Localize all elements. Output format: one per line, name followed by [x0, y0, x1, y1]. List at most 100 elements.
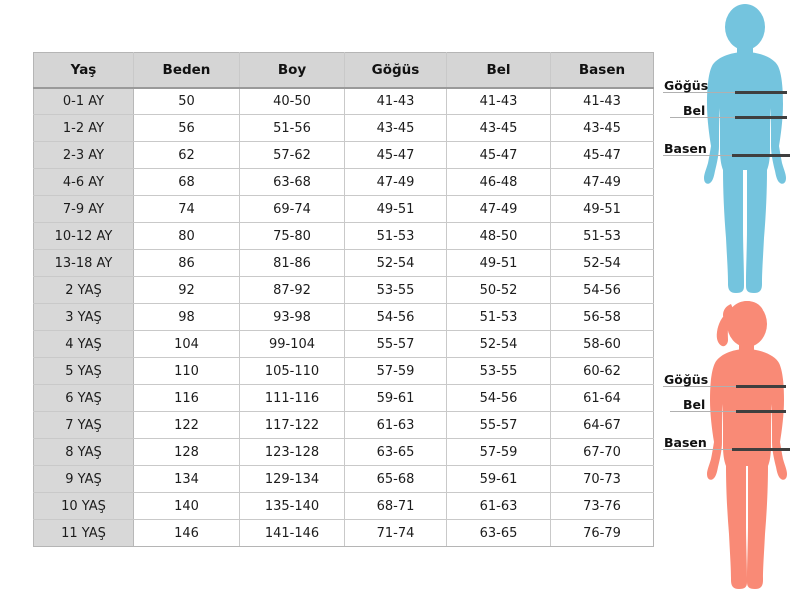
table-body: 0-1 AY 50 40-50 41-43 41-43 41-43 1-2 AY 56 51-5…	[33, 87, 654, 547]
cell-value: 57-59	[344, 357, 447, 385]
cell-value: 41-43	[550, 87, 654, 115]
table-row: 6 YAŞ 116 111-116 59-61 54-56 61-64	[33, 384, 654, 412]
cell-value: 40-50	[239, 87, 345, 115]
size-chart-table-container: Yaş Beden Boy Göğüs Bel Basen 0-1 AY 50 40…	[33, 52, 654, 547]
cell-value: 63-65	[446, 519, 551, 547]
column-header-basen: Basen	[550, 52, 654, 89]
chest-label: Göğüs	[664, 78, 709, 93]
chest-rule-line	[663, 386, 738, 387]
cell-age: 3 YAŞ	[33, 303, 134, 331]
cell-age: 8 YAŞ	[33, 438, 134, 466]
girl-figure-block: Göğüs Bel Basen	[660, 294, 800, 593]
cell-value: 62	[133, 141, 240, 169]
waist-measure-bar	[735, 116, 787, 119]
cell-value: 80	[133, 222, 240, 250]
table-row: 10-12 AY 80 75-80 51-53 48-50 51-53	[33, 222, 654, 250]
table-row: 2-3 AY 62 57-62 45-47 45-47 45-47	[33, 141, 654, 169]
hip-label: Basen	[664, 435, 707, 450]
cell-value: 105-110	[239, 357, 345, 385]
cell-value: 117-122	[239, 411, 345, 439]
cell-age: 2 YAŞ	[33, 276, 134, 304]
hip-label: Basen	[664, 141, 707, 156]
cell-age: 13-18 AY	[33, 249, 134, 277]
cell-value: 86	[133, 249, 240, 277]
size-chart-table: Yaş Beden Boy Göğüs Bel Basen 0-1 AY 50 40…	[33, 52, 654, 547]
cell-value: 61-63	[446, 492, 551, 520]
cell-value: 134	[133, 465, 240, 493]
cell-value: 51-53	[446, 303, 551, 331]
cell-value: 49-51	[446, 249, 551, 277]
cell-value: 87-92	[239, 276, 345, 304]
cell-value: 98	[133, 303, 240, 331]
cell-value: 45-47	[344, 141, 447, 169]
column-header-beden: Beden	[133, 52, 240, 89]
cell-value: 50-52	[446, 276, 551, 304]
cell-value: 70-73	[550, 465, 654, 493]
hip-rule-line	[663, 155, 735, 156]
cell-value: 61-63	[344, 411, 447, 439]
cell-value: 111-116	[239, 384, 345, 412]
table-header-row: Yaş Beden Boy Göğüs Bel Basen	[33, 52, 654, 89]
cell-value: 53-55	[446, 357, 551, 385]
table-row: 4-6 AY 68 63-68 47-49 46-48 47-49	[33, 168, 654, 196]
cell-value: 63-68	[239, 168, 345, 196]
cell-value: 55-57	[344, 330, 447, 358]
cell-value: 57-59	[446, 438, 551, 466]
waist-label: Bel	[683, 103, 706, 118]
cell-value: 110	[133, 357, 240, 385]
cell-value: 116	[133, 384, 240, 412]
column-header-gogus: Göğüs	[344, 52, 447, 89]
cell-value: 56	[133, 114, 240, 142]
cell-value: 67-70	[550, 438, 654, 466]
column-header-bel: Bel	[446, 52, 551, 89]
hip-rule-line	[663, 449, 735, 450]
cell-value: 54-56	[446, 384, 551, 412]
cell-age: 10-12 AY	[33, 222, 134, 250]
cell-value: 43-45	[446, 114, 551, 142]
cell-value: 146	[133, 519, 240, 547]
cell-value: 64-67	[550, 411, 654, 439]
cell-value: 51-53	[344, 222, 447, 250]
table-row: 1-2 AY 56 51-56 43-45 43-45 43-45	[33, 114, 654, 142]
table-row: 3 YAŞ 98 93-98 54-56 51-53 56-58	[33, 303, 654, 331]
hip-measure-bar	[732, 154, 790, 157]
cell-value: 57-62	[239, 141, 345, 169]
cell-age: 9 YAŞ	[33, 465, 134, 493]
waist-rule-line	[670, 411, 738, 412]
cell-value: 47-49	[446, 195, 551, 223]
cell-value: 128	[133, 438, 240, 466]
chest-rule-line	[663, 92, 738, 93]
cell-value: 65-68	[344, 465, 447, 493]
cell-value: 55-57	[446, 411, 551, 439]
boy-figure-icon	[704, 4, 786, 293]
waist-measure-bar	[736, 410, 786, 413]
table-row: 13-18 AY 86 81-86 52-54 49-51 52-54	[33, 249, 654, 277]
cell-value: 81-86	[239, 249, 345, 277]
cell-value: 48-50	[446, 222, 551, 250]
cell-value: 123-128	[239, 438, 345, 466]
table-row: 10 YAŞ 140 135-140 68-71 61-63 73-76	[33, 492, 654, 520]
cell-value: 53-55	[344, 276, 447, 304]
cell-age: 6 YAŞ	[33, 384, 134, 412]
table-row: 7-9 AY 74 69-74 49-51 47-49 49-51	[33, 195, 654, 223]
table-row: 8 YAŞ 128 123-128 63-65 57-59 67-70	[33, 438, 654, 466]
table-row: 2 YAŞ 92 87-92 53-55 50-52 54-56	[33, 276, 654, 304]
cell-value: 63-65	[344, 438, 447, 466]
cell-value: 41-43	[446, 87, 551, 115]
cell-value: 141-146	[239, 519, 345, 547]
cell-value: 68	[133, 168, 240, 196]
chest-label: Göğüs	[664, 372, 709, 387]
column-header-boy: Boy	[239, 52, 345, 89]
cell-value: 71-74	[344, 519, 447, 547]
cell-value: 41-43	[344, 87, 447, 115]
chest-measure-bar	[736, 385, 786, 388]
cell-value: 59-61	[446, 465, 551, 493]
cell-age: 7 YAŞ	[33, 411, 134, 439]
cell-value: 49-51	[344, 195, 447, 223]
cell-value: 135-140	[239, 492, 345, 520]
cell-value: 99-104	[239, 330, 345, 358]
cell-value: 47-49	[550, 168, 654, 196]
table-row: 5 YAŞ 110 105-110 57-59 53-55 60-62	[33, 357, 654, 385]
cell-age: 2-3 AY	[33, 141, 134, 169]
girl-figure-icon	[707, 301, 787, 589]
